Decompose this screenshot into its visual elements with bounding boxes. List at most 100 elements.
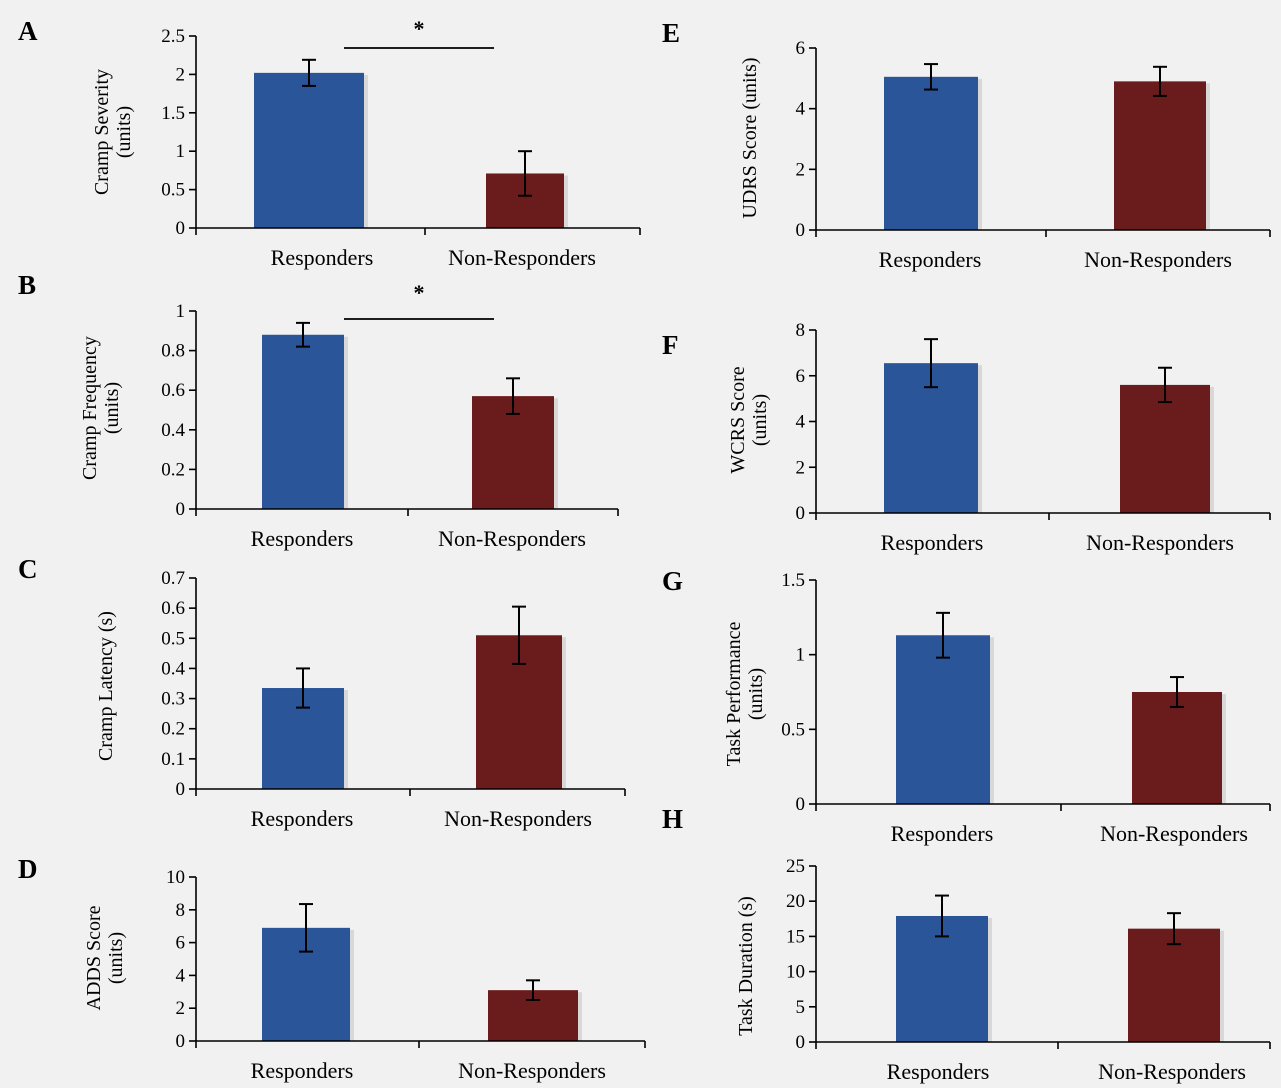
- y-axis-title-d: ADDS Score(units): [83, 905, 127, 1010]
- bar-shadow-b-1: [554, 398, 558, 509]
- y-axis-title-line-f-0: WCRS Score: [727, 366, 749, 473]
- y-tick-label-c-6: 0.6: [161, 598, 185, 619]
- bar-shadow-f-0: [978, 365, 982, 513]
- category-label-b-0: Responders: [251, 526, 354, 551]
- significance-mark-b: *: [414, 280, 425, 305]
- y-tick-label-b-4: 0.8: [161, 341, 185, 362]
- category-label-d-1: Non-Responders: [458, 1058, 606, 1083]
- y-tick-label-h-3: 15: [786, 926, 805, 947]
- bar-shadow-d-1: [578, 992, 582, 1041]
- bar-shadow-d-0: [350, 929, 354, 1041]
- y-tick-label-e-3: 6: [796, 38, 806, 59]
- y-tick-label-g-0: 0: [796, 794, 806, 815]
- panel-letter-g: G: [662, 566, 683, 596]
- panel-g: G 0 0.5 1 1.5 Responders Non-Responders Task Pe…: [662, 566, 1271, 846]
- y-axis-title-g: Task Performance(units): [723, 622, 767, 767]
- error-bar-h-0: [935, 894, 949, 938]
- y-tick-label-b-3: 0.6: [161, 380, 185, 401]
- category-label-c-1: Non-Responders: [444, 806, 592, 831]
- y-tick-label-g-2: 1: [796, 645, 806, 666]
- y-tick-label-f-0: 0: [796, 503, 806, 524]
- panel-f: F 0 2 4 6 8 Responders Non-Responders WCRS Score…: [662, 320, 1271, 555]
- y-axis-title-h: Task Duration (s): [735, 896, 757, 1036]
- bar-shadow-f-1: [1210, 386, 1214, 513]
- y-axis-title-f: WCRS Score(units): [727, 366, 771, 473]
- y-tick-label-c-1: 0.1: [161, 749, 185, 770]
- y-tick-label-g-1: 0.5: [781, 719, 805, 740]
- y-tick-label-a-1: 0.5: [161, 180, 185, 201]
- y-axis-title-line-b-1: (units): [101, 382, 123, 434]
- category-label-h-1: Non-Responders: [1098, 1059, 1246, 1084]
- y-tick-label-b-1: 0.2: [161, 459, 185, 480]
- error-bar-g-1: [1170, 676, 1184, 708]
- bar-shadow-a-1: [564, 175, 568, 228]
- y-tick-label-a-2: 1: [176, 141, 186, 162]
- bar-shadow-e-0: [978, 78, 982, 230]
- error-bar-g-0: [936, 611, 950, 659]
- y-axis-title-line-b-0: Cramp Frequency: [79, 336, 101, 480]
- y-axis-title-line-c-0: Cramp Latency (s): [95, 611, 117, 761]
- y-tick-label-c-5: 0.5: [161, 628, 185, 649]
- category-label-c-0: Responders: [251, 806, 354, 831]
- y-tick-label-f-3: 6: [796, 366, 806, 387]
- category-label-g-1: Non-Responders: [1100, 821, 1248, 846]
- error-bar-d-0: [299, 903, 313, 953]
- panel-letter-e: E: [662, 18, 680, 48]
- category-label-f-1: Non-Responders: [1086, 530, 1234, 555]
- y-tick-label-b-5: 1: [176, 301, 186, 322]
- y-tick-label-c-4: 0.4: [161, 658, 185, 679]
- panel-letter-f: F: [662, 330, 679, 360]
- error-bar-b-1: [506, 377, 520, 415]
- y-tick-label-h-2: 10: [786, 962, 805, 983]
- y-tick-label-c-0: 0: [176, 779, 186, 800]
- category-label-e-1: Non-Responders: [1084, 247, 1232, 272]
- y-axis-title-line-a-0: Cramp Severity: [91, 69, 113, 195]
- y-axis-title-a: Cramp Severity(units): [91, 69, 135, 195]
- panel-letter-b: B: [18, 270, 36, 300]
- error-bar-d-1: [526, 979, 540, 1001]
- bar-g-0: [896, 635, 990, 804]
- y-tick-label-d-0: 0: [176, 1031, 186, 1052]
- bar-a-0: [254, 72, 364, 228]
- panel-letter-h: H: [662, 804, 683, 834]
- category-label-g-0: Responders: [891, 821, 994, 846]
- y-tick-label-h-4: 20: [786, 891, 805, 912]
- panel-b: B 0 0.2 0.4 0.6 0.8 1 Responders Non-Responders C…: [18, 270, 619, 551]
- y-tick-label-a-3: 1.5: [161, 103, 185, 124]
- error-bar-a-0: [302, 58, 316, 87]
- error-bar-f-1: [1158, 366, 1172, 404]
- panel-e: E 0 2 4 6 Responders Non-Responders UDRS Score …: [662, 18, 1271, 272]
- bar-shadow-b-0: [344, 336, 348, 509]
- bar-h-1: [1128, 928, 1220, 1042]
- y-tick-label-d-2: 4: [176, 965, 186, 986]
- y-tick-label-f-1: 2: [796, 457, 806, 478]
- bar-shadow-a-0: [364, 74, 368, 228]
- y-axis-title-line-h-0: Task Duration (s): [735, 896, 757, 1036]
- error-bar-f-0: [924, 338, 938, 389]
- y-axis-title-e: UDRS Score (units): [739, 57, 761, 218]
- y-axis-title-line-a-1: (units): [113, 106, 135, 158]
- y-tick-label-h-0: 0: [796, 1032, 806, 1053]
- y-tick-label-h-5: 25: [786, 856, 805, 877]
- error-bar-e-0: [924, 63, 938, 91]
- bar-shadow-h-0: [988, 917, 992, 1042]
- y-axis-title-line-g-0: Task Performance: [723, 622, 745, 767]
- category-label-a-0: Responders: [271, 245, 374, 270]
- y-tick-label-e-0: 0: [796, 220, 806, 241]
- bar-shadow-g-0: [990, 637, 994, 804]
- panel-letter-d: D: [18, 854, 38, 884]
- panel-a: A 0 0.5 1 1.5 2 2.5 Responders Non-Responders Cra…: [18, 16, 641, 270]
- significance-mark-a: *: [414, 16, 425, 41]
- error-bar-h-1: [1167, 912, 1181, 946]
- y-axis-title-line-g-1: (units): [745, 668, 767, 720]
- error-bar-c-0: [296, 667, 310, 709]
- error-bar-c-1: [512, 605, 526, 665]
- y-tick-label-a-5: 2.5: [161, 26, 185, 47]
- y-axis-title-line-d-1: (units): [105, 932, 127, 984]
- y-tick-label-d-5: 10: [166, 867, 185, 888]
- y-tick-label-d-3: 6: [176, 933, 186, 954]
- y-tick-label-b-0: 0: [176, 499, 186, 520]
- bar-shadow-c-0: [344, 690, 348, 789]
- y-tick-label-c-7: 0.7: [161, 568, 185, 589]
